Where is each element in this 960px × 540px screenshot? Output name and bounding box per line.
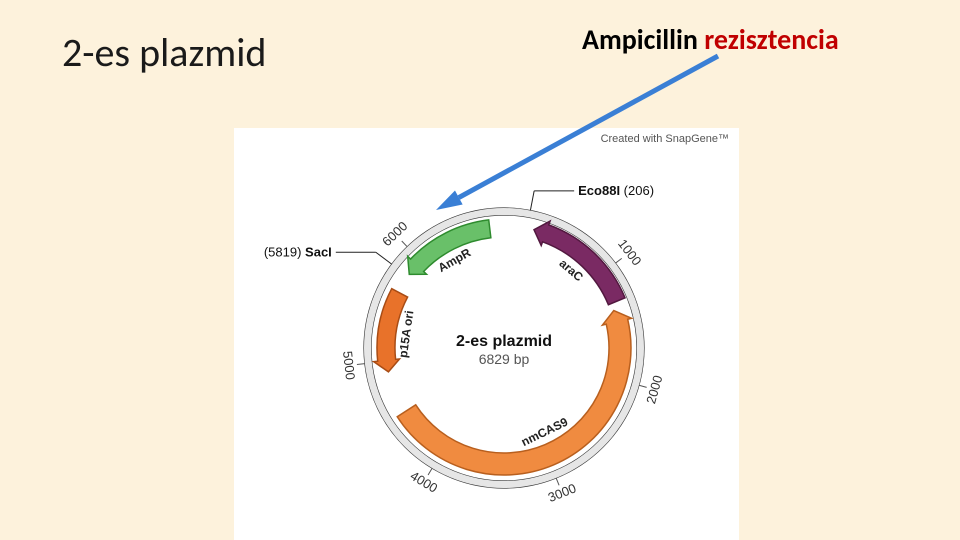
plasmid-center-bp: 6829 bp — [479, 351, 530, 367]
tick-label: 2000 — [643, 374, 665, 406]
tick — [402, 241, 408, 247]
tick — [639, 385, 647, 387]
rsite-bp-label: Eco88I (206) — [578, 183, 654, 198]
plasmid-center-name: 2-es plazmid — [456, 333, 552, 350]
callout-word-1: Ampicillin — [582, 22, 698, 57]
plasmid-panel: 100020003000400050006000AmpRaraCnmCAS9p1… — [234, 128, 739, 540]
plasmid-map: 100020003000400050006000AmpRaraCnmCAS9p1… — [234, 128, 739, 540]
slide-title: 2-es plazmid — [62, 28, 266, 77]
tick — [556, 478, 559, 485]
tick-label: 1000 — [615, 236, 644, 268]
created-with-label: Created with SnapGene™ — [601, 133, 729, 145]
tick — [357, 364, 365, 365]
tick — [428, 468, 432, 475]
rsite-leader — [530, 191, 534, 211]
rsite-bp-label: (5819) SacI — [264, 244, 332, 259]
tick-label: 4000 — [408, 468, 441, 496]
rsite-leader — [376, 252, 392, 264]
callout-word-2: rezisztencia — [704, 22, 838, 57]
tick — [615, 258, 621, 263]
tick-label: 5000 — [340, 350, 358, 380]
callout-label: Ampicillin rezisztencia — [582, 22, 839, 57]
tick-label: 3000 — [546, 480, 578, 505]
